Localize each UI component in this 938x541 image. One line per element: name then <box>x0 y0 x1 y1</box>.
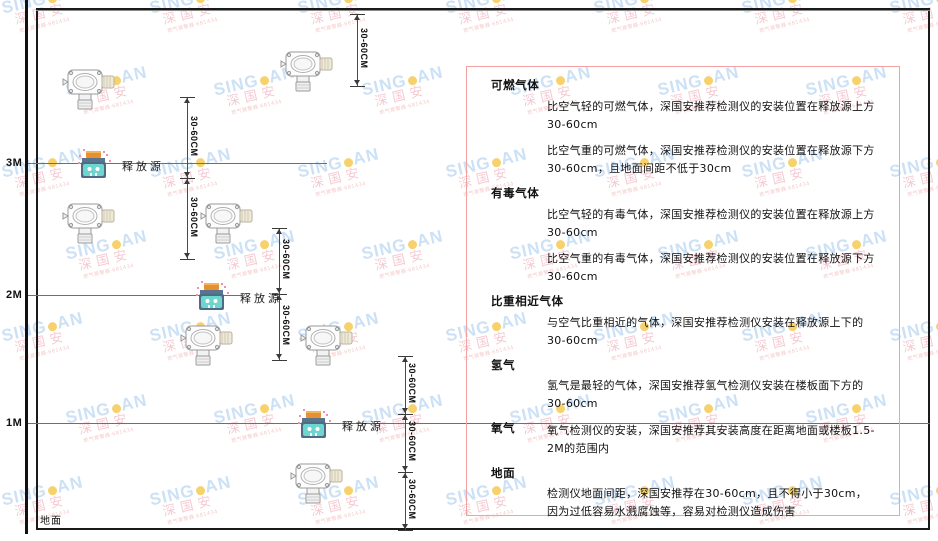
dimension-arrow-down <box>401 408 408 413</box>
dimension-tick <box>398 414 413 415</box>
gas-detector-icon <box>200 200 256 246</box>
frame-top-rule <box>36 10 930 11</box>
dimension-arrow-down <box>401 524 408 529</box>
dimension-label: 30-60CM <box>407 479 417 520</box>
note-section-similar-density: 比重相近气体与空气比重相近的气体，深国安推荐检测仪安装在释放源上下的30-60c… <box>481 294 885 349</box>
note-section-hydrogen: 氢气氢气是最轻的气体，深国安推荐氢气检测仪安装在楼板面下方的30-60cm <box>481 357 885 413</box>
note-paragraph: 氢气是最轻的气体，深国安推荐氢气检测仪安装在楼板面下方的30-60cm <box>547 379 864 411</box>
note-heading: 氢气 <box>491 357 516 372</box>
level-line-1m <box>27 423 930 424</box>
dimension-label: 30-60CM <box>281 305 291 346</box>
note-paragraph: 与空气比重相近的气体，深国安推荐检测仪安装在释放源上下的30-60cm <box>547 315 864 347</box>
dimension-tick <box>272 228 287 229</box>
outer-frame <box>36 8 930 530</box>
dimension-label: 30-60CM <box>407 421 417 462</box>
note-section-oxygen: 氧气 氧气检测仪的安装，深国安推荐其安装高度在距离地面或楼板1.5-2M的范围内 <box>481 420 885 458</box>
dimension-arrow-down <box>353 80 360 85</box>
dimension-rule <box>405 356 406 530</box>
release-source: 释放源 <box>196 281 282 315</box>
note-paragraph: 比空气轻的可燃气体，深国安推荐检测仪的安装位置在释放源上方30-60cm <box>547 99 875 131</box>
release-source: 释放源 <box>298 409 384 443</box>
note-paragraph: 比空气重的可燃气体，深国安推荐检测仪的安装位置在释放源下方30-60cm，且地面… <box>547 144 875 176</box>
dimension-chain: 30-60CM <box>350 14 408 87</box>
note-paragraph: 比空气重的有毒气体，深国安推荐检测仪的安装位置在释放源下方30-60cm <box>547 252 875 284</box>
gas-detector-icon <box>180 322 236 368</box>
level-line-2m <box>27 295 242 296</box>
note-heading: 氧气 <box>491 420 516 435</box>
note-heading: 比重相近气体 <box>491 294 564 309</box>
dimension-arrow-up <box>401 415 408 420</box>
gas-detector-icon <box>62 200 118 246</box>
dimension-tick <box>350 86 365 87</box>
dimension-label: 30-60CM <box>189 115 199 157</box>
gas-detector-icon <box>280 48 336 94</box>
dimension-arrow-up <box>275 229 282 234</box>
level-label-1m: 1M <box>6 417 23 429</box>
dimension-label: 30-60CM <box>281 239 291 280</box>
note-section-ground: 地面检测仪地面间距，深国安推荐在30-60cm，且不得小于30cm，因为过低容易… <box>481 465 885 521</box>
release-source-label: 释放源 <box>342 420 384 433</box>
dimension-arrow-down <box>275 354 282 359</box>
note-section-flammable: 可燃气体 比空气轻的可燃气体，深国安推荐检测仪的安装位置在释放源上方30-60cm… <box>481 78 885 178</box>
gas-detector-icon <box>290 460 346 506</box>
dimension-tick <box>398 472 413 473</box>
dimension-arrow-down <box>183 253 190 258</box>
dimension-arrow-up <box>401 473 408 478</box>
dimension-chain: 30-60CM 30-60CM <box>272 228 330 361</box>
dimension-tick <box>398 356 413 357</box>
note-heading: 有毒气体 <box>491 186 540 201</box>
dimension-arrow-down <box>275 288 282 293</box>
dimension-tick <box>180 97 195 98</box>
vertical-axis <box>25 0 28 534</box>
dimension-rule <box>357 14 358 86</box>
note-paragraph: 检测仪地面间距，深国安推荐在30-60cm，且不得小于30cm，因为过低容易水溅… <box>547 487 868 519</box>
release-source-label: 释放源 <box>240 292 282 305</box>
dimension-chain: 30-60CM 30-60CM 30-60CM <box>398 356 456 531</box>
dimension-tick <box>398 530 413 531</box>
dimension-label: 30-60CM <box>407 363 417 404</box>
note-heading: 地面 <box>491 465 516 480</box>
dimension-arrow-up <box>353 15 360 20</box>
release-source: 释放源 <box>78 149 164 183</box>
dimension-tick <box>180 178 195 179</box>
level-line-3m <box>27 163 327 164</box>
ground-label: 地面 <box>40 516 62 527</box>
dimension-arrow-up <box>183 98 190 103</box>
note-heading: 可燃气体 <box>491 78 540 92</box>
dimension-tick <box>272 294 287 295</box>
release-source-label: 释放源 <box>122 160 164 173</box>
gas-detector-icon <box>300 322 356 368</box>
dimension-label: 30-60CM <box>189 196 199 238</box>
dimension-label: 30-60CM <box>359 28 369 69</box>
installation-notes-panel: 可燃气体 比空气轻的可燃气体，深国安推荐检测仪的安装位置在释放源上方30-60cm… <box>466 66 900 518</box>
gas-detector-icon <box>62 66 118 112</box>
level-label-3m: 3M <box>6 157 23 169</box>
note-paragraph: 比空气轻的有毒气体，深国安推荐检测仪的安装位置在释放源上方30-60cm <box>547 207 875 239</box>
dimension-tick <box>350 14 365 15</box>
dimension-tick <box>272 360 287 361</box>
dimension-arrow-down <box>401 466 408 471</box>
dimension-chain: 30-60CM 30-60CM <box>180 97 238 260</box>
level-label-2m: 2M <box>6 289 23 301</box>
dimension-tick <box>180 259 195 260</box>
dimension-arrow-up <box>183 179 190 184</box>
dimension-arrow-up <box>401 357 408 362</box>
dimension-arrow-down <box>183 172 190 177</box>
dimension-arrow-up <box>275 295 282 300</box>
note-paragraph: 氧气检测仪的安装，深国安推荐其安装高度在距离地面或楼板1.5-2M的范围内 <box>547 423 875 455</box>
note-section-toxic: 有毒气体 比空气轻的有毒气体，深国安推荐检测仪的安装位置在释放源上方30-60cm… <box>481 186 885 286</box>
